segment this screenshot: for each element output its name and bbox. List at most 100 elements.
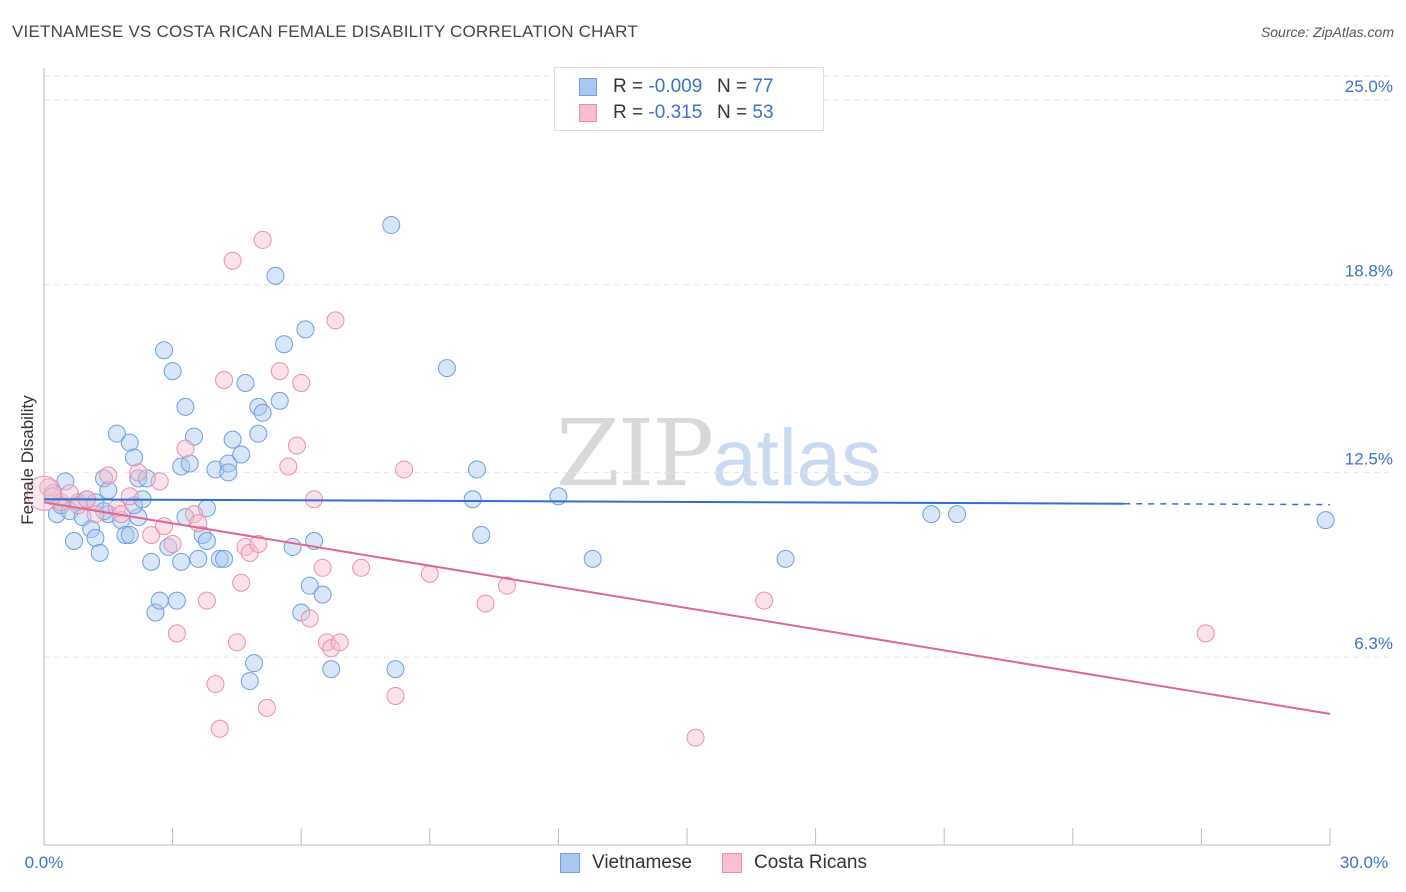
axes — [43, 68, 1331, 846]
vietnamese-point — [1316, 511, 1335, 530]
legend-row-vietnamese: R = -0.009 N = 77 — [579, 75, 774, 99]
costa-rican-point — [352, 558, 371, 577]
costa-rican-point — [163, 534, 182, 553]
costa-rican-point — [305, 490, 324, 509]
legend-swatch-blue — [579, 78, 597, 96]
vietnamese-point — [253, 403, 272, 422]
vietnamese-point — [386, 660, 405, 679]
vietnamese-point — [472, 526, 491, 545]
trend-lines — [43, 498, 1331, 715]
vietnamese-point — [86, 528, 105, 547]
costa-rican-point — [1196, 624, 1215, 643]
vietnamese-point — [583, 549, 602, 568]
vietnamese-point — [197, 531, 216, 550]
vietnamese-point — [270, 391, 289, 410]
y-tick-label: 6.3% — [1354, 634, 1393, 653]
costa-rican-point — [197, 591, 216, 610]
y-tick-label: 12.5% — [1345, 449, 1393, 468]
watermark-zip: ZIP — [556, 400, 714, 507]
vietnamese-trend-extension — [1124, 502, 1331, 506]
legend-swatch-blue — [560, 853, 580, 873]
legend-r-value: -0.315 — [648, 102, 703, 123]
costa-rican-point — [215, 371, 234, 390]
legend-swatch-pink — [579, 104, 597, 122]
vietnamese-point — [300, 576, 319, 595]
vietnamese-point — [56, 472, 75, 491]
watermark-atlas: atlas — [712, 413, 882, 502]
vietnamese-point — [90, 543, 109, 562]
costa-rican-point — [150, 472, 169, 491]
vietnamese-point — [463, 490, 482, 509]
costa-rican-point — [326, 311, 345, 330]
costa-rican-point — [39, 478, 58, 497]
costa-rican-trend-line — [43, 501, 1331, 715]
legend-swatch-pink — [722, 853, 742, 873]
legend-item-costa-ricans: Costa Ricans — [722, 852, 867, 874]
vietnamese-point — [107, 424, 126, 443]
x-tick-label: 0.0% — [25, 853, 64, 872]
vietnamese-point — [236, 374, 255, 393]
vietnamese-point — [189, 549, 208, 568]
vietnamese-point — [172, 552, 191, 571]
legend-n-value: 77 — [752, 76, 774, 97]
legend-n-label: N = — [717, 102, 748, 123]
legend-row-costa-ricans: R = -0.315 N = 53 — [579, 101, 774, 125]
vietnamese-point — [266, 266, 285, 285]
vietnamese-point — [240, 672, 259, 691]
costa-rican-point — [227, 633, 246, 652]
legend-r-label: R = — [613, 76, 644, 97]
costa-rican-point — [270, 362, 289, 381]
costa-rican-point — [279, 457, 298, 476]
vietnamese-point — [163, 362, 182, 381]
legend-n-value: 53 — [752, 102, 774, 123]
vietnamese-point — [210, 549, 229, 568]
vietnamese-point — [382, 216, 401, 235]
vietnamese-point — [245, 654, 264, 673]
vietnamese-point — [150, 591, 169, 610]
y-tick-label: 25.0% — [1345, 77, 1393, 96]
costa-rican-point — [206, 675, 225, 694]
costa-rican-point — [420, 564, 439, 583]
vietnamese-point — [82, 520, 101, 539]
grid-lines — [44, 75, 1392, 658]
vietnamese-point — [296, 320, 315, 339]
costa-rican-point — [395, 460, 414, 479]
costa-rican-point — [330, 633, 349, 652]
vietnamese-point — [116, 526, 135, 545]
vietnamese-point — [922, 505, 941, 524]
legend-label: Vietnamese — [592, 852, 692, 873]
vietnamese-point — [176, 397, 195, 416]
watermark: ZIPatlas — [556, 400, 881, 507]
costa-rican-point — [223, 251, 242, 270]
costa-rican-point — [386, 686, 405, 705]
vietnamese-point — [155, 341, 174, 360]
costa-rican-point — [257, 698, 276, 717]
vietnamese-point — [322, 660, 341, 679]
vietnamese-point — [65, 531, 84, 550]
costa-rican-point — [210, 719, 229, 738]
vietnamese-trend-line — [43, 498, 1125, 505]
costa-rican-point — [755, 591, 774, 610]
costa-rican-point — [129, 463, 148, 482]
costa-rican-point — [300, 609, 319, 628]
vietnamese-point — [146, 603, 165, 622]
vietnamese-point — [313, 585, 332, 604]
costa-rican-point — [86, 505, 105, 524]
costa-rican-point — [176, 439, 195, 458]
chart-title: VIETNAMESE VS COSTA RICAN FEMALE DISABIL… — [12, 22, 638, 41]
legend-n-label: N = — [717, 76, 748, 97]
vietnamese-point — [167, 591, 186, 610]
vietnamese-point — [125, 448, 144, 467]
legend-r-value: -0.009 — [648, 76, 703, 97]
vietnamese-point — [776, 549, 795, 568]
costa-rican-point — [185, 505, 204, 524]
costa-rican-point — [99, 466, 118, 485]
costa-rican-point — [120, 487, 139, 506]
stats-legend: R = -0.009 N = 77 R = -0.315 N = 53 — [554, 67, 824, 131]
costa-rican-points — [26, 230, 1215, 747]
costa-rican-point — [497, 576, 516, 595]
vietnamese-point — [275, 335, 294, 354]
legend-r-label: R = — [613, 102, 644, 123]
vietnamese-point — [215, 549, 234, 568]
vietnamese-point — [120, 526, 139, 545]
